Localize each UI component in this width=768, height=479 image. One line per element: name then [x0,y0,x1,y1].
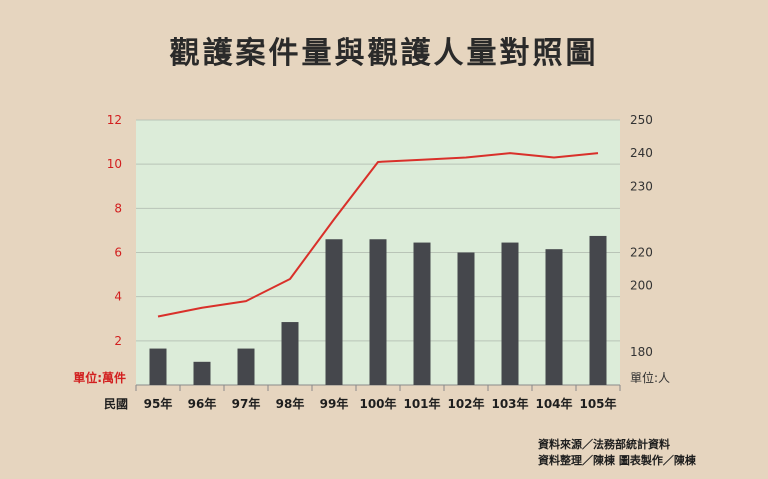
right-tick-label: 250 [630,113,653,127]
bar [281,322,299,385]
left-tick-label: 8 [114,201,122,215]
right-tick-label: 220 [630,246,653,260]
right-axis: 180 200 220 230 240 250 單位:人 [630,113,670,385]
right-axis-unit: 單位:人 [630,370,670,385]
source-line: 資料來源／法務部統計資料 [538,438,670,451]
x-tick-label: 96年 [188,396,217,411]
left-tick-label: 10 [107,157,122,171]
left-tick-label: 6 [114,246,122,260]
bar [193,361,211,385]
x-tick-label: 97年 [232,396,261,411]
left-axis: 2 4 6 8 10 12 單位:萬件 [73,113,126,385]
x-axis-prefix: 民國 [104,397,128,411]
bar-series [149,235,607,385]
left-tick-label: 12 [107,113,122,127]
right-tick-label: 200 [630,279,653,293]
x-tick-label: 105年 [579,396,616,411]
x-tick-label: 95年 [144,396,173,411]
bar [369,239,387,385]
left-axis-unit: 單位:萬件 [73,370,126,385]
bar [413,242,431,385]
x-axis: 民國 95年 96年 97年 98年 99年 100年 101年 102年 103年 104年 105… [104,396,617,411]
x-tick-label: 100年 [359,396,396,411]
bar [457,252,475,385]
bar [501,242,519,385]
x-tick-label: 102年 [447,396,484,411]
bar [545,249,563,385]
right-tick-label: 240 [630,146,653,160]
right-tick-label: 230 [630,179,653,193]
bar [237,348,255,385]
x-tick-label: 104年 [535,396,572,411]
x-tick-label: 98年 [276,396,305,411]
right-tick-label: 180 [630,345,653,359]
left-tick-label: 4 [114,290,122,304]
bar [325,239,343,385]
x-tick-label: 103年 [491,396,528,411]
chart-title: 觀護案件量與觀護人量對照圖 [169,36,599,71]
bar [589,235,607,385]
left-tick-label: 2 [114,334,122,348]
source-note: 資料來源／法務部統計資料 資料整理／陳棟 圖表製作／陳棟 [538,437,696,469]
series-line [157,152,599,318]
x-tick-label: 99年 [320,396,349,411]
credit-line: 資料整理／陳棟 圖表製作／陳棟 [538,454,696,467]
bar [149,348,167,385]
x-tick-label: 101年 [403,396,440,411]
line-series [157,152,599,318]
